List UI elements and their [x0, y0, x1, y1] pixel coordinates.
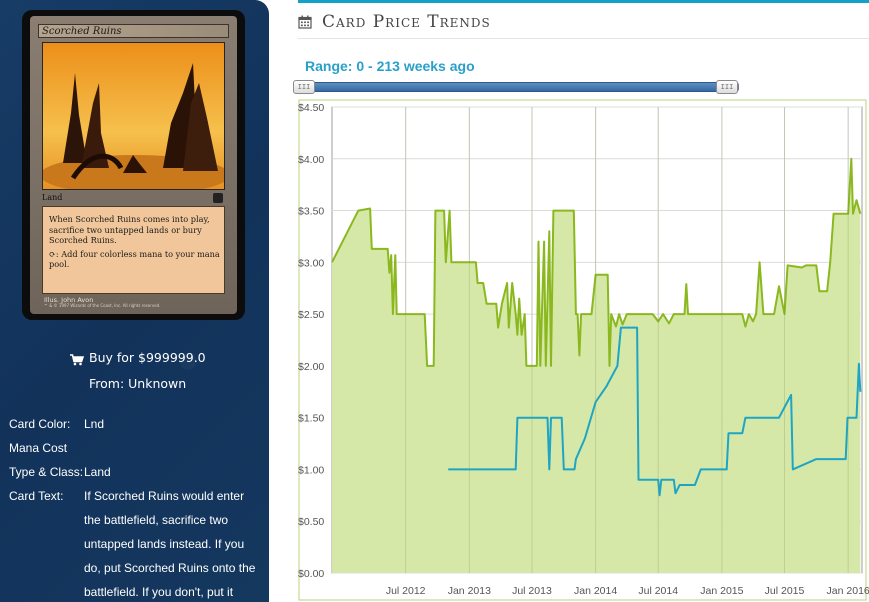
card-legal-text: ™ & © 1997 Wizards of the Coast, Inc. Al… [44, 303, 161, 308]
price-trends-panel: Card Price Trends Range: 0 - 213 weeks a… [269, 0, 869, 602]
buy-price-link[interactable]: Buy for $999999.0 [89, 350, 206, 365]
card-rules-ability-text: : Add four colorless mana to your mana p… [49, 248, 220, 270]
section-divider [298, 38, 869, 39]
card-image-inner: Scorched Ruins [30, 16, 237, 314]
y-tick-label: $3.00 [298, 257, 324, 269]
detail-row-card-text: Card Text: If Scorched Ruins would enter… [9, 484, 267, 602]
card-illustrator: Illus. John Avon [44, 296, 94, 304]
detail-value [84, 436, 267, 460]
section-title: Card Price Trends [322, 12, 491, 32]
series-line-green [331, 157, 862, 367]
card-image: Scorched Ruins [22, 10, 245, 320]
card-type-line: Land [38, 192, 229, 204]
accent-bar [298, 0, 869, 3]
detail-value: If Scorched Ruins would enter the battle… [84, 489, 256, 599]
x-tick-label: Jul 2015 [765, 585, 805, 597]
section-header: Card Price Trends [298, 10, 491, 34]
shopping-cart-icon [70, 354, 84, 366]
detail-label: Mana Cost [9, 441, 68, 455]
series-line-blue [448, 326, 862, 497]
range-slider-handle-start[interactable]: III [293, 80, 315, 94]
detail-value: Lnd [84, 417, 105, 431]
card-details: Card Color: Lnd Mana Cost Type & Class: … [9, 412, 267, 602]
buy-from-label: From: Unknown [89, 376, 187, 391]
card-artwork [42, 42, 225, 190]
set-symbol-icon [213, 193, 223, 203]
buy-block[interactable]: Buy for $999999.0 From: Unknown [70, 345, 260, 397]
calendar-icon [298, 15, 312, 29]
chart-frame [298, 99, 867, 601]
range-slider[interactable]: III III [293, 80, 739, 94]
x-tick-label: Jan 2014 [574, 585, 617, 597]
x-tick-label: Jul 2012 [386, 585, 426, 597]
price-chart: $0.00 $0.50 $1.00 $1.50 $2.00 $2.50 $3.00 $3.50… [298, 99, 869, 601]
detail-value: Land [84, 465, 111, 479]
y-tick-label: $4.00 [298, 154, 324, 166]
x-tick-label: Jan 2015 [700, 585, 743, 597]
card-rules-text: When Scorched Ruins comes into play, sac… [49, 214, 210, 245]
card-sidebar: Scorched Ruins [0, 0, 269, 602]
x-tick-label: Jul 2013 [512, 585, 552, 597]
detail-label: Card Text: [9, 489, 64, 503]
y-tick-label: $1.50 [298, 413, 324, 425]
detail-label: Type & Class: [9, 465, 84, 479]
y-tick-label: $2.00 [298, 361, 324, 373]
detail-row-type: Type & Class: Land [9, 460, 267, 484]
x-tick-label: Jul 2014 [638, 585, 678, 597]
y-tick-label: $0.00 [298, 568, 324, 580]
card-type-text: Land [42, 193, 63, 202]
detail-row-mana-cost: Mana Cost [9, 436, 267, 460]
range-slider-handle-end[interactable]: III [716, 80, 738, 94]
detail-row-color: Card Color: Lnd [9, 412, 267, 436]
card-artwork-drawing [43, 43, 224, 189]
range-slider-selection [313, 82, 723, 92]
detail-label: Card Color: [9, 417, 71, 431]
y-tick-label: $0.50 [298, 516, 324, 528]
y-tick-label: $2.50 [298, 309, 324, 321]
x-tick-label: Jan 2013 [448, 585, 491, 597]
x-tick-label: Jan 2016 [827, 585, 869, 597]
card-rules-box: When Scorched Ruins comes into play, sac… [42, 206, 225, 294]
card-rules-ability: ⟳: Add four colorless mana to your mana … [49, 249, 220, 270]
tap-symbol-icon: ⟳ [49, 248, 56, 259]
range-label: Range: 0 - 213 weeks ago [305, 58, 475, 74]
y-tick-label: $3.50 [298, 206, 324, 218]
y-tick-label: $4.50 [298, 102, 324, 114]
card-title: Scorched Ruins [38, 24, 229, 38]
y-tick-label: $1.00 [298, 464, 324, 476]
